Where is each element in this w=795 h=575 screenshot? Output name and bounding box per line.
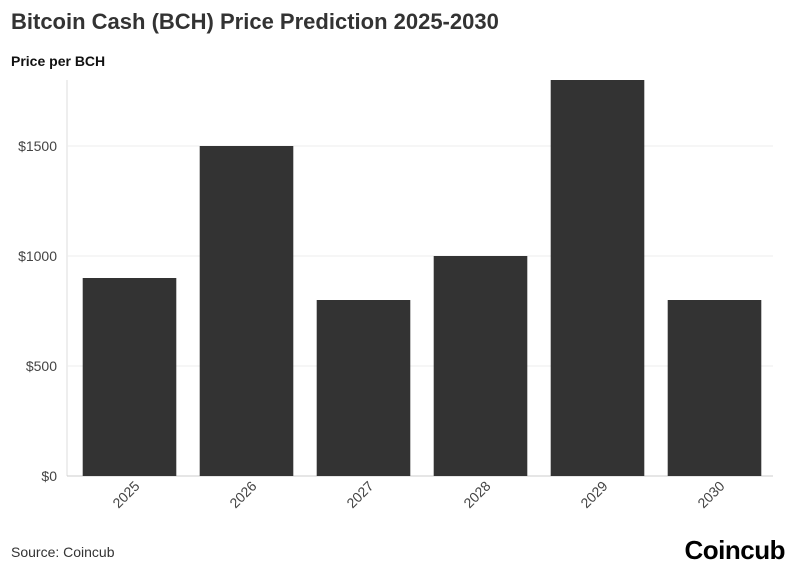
bars	[82, 80, 762, 476]
bar	[433, 256, 528, 476]
y-tick-label: $1500	[18, 138, 57, 154]
x-tick-label: 2030	[694, 478, 727, 511]
x-tick-label: 2027	[343, 478, 376, 511]
bar	[316, 300, 411, 476]
y-tick-label: $1000	[18, 248, 57, 264]
y-tick-label: $0	[41, 468, 57, 484]
coincub-logo: Coincub	[684, 535, 786, 565]
y-tick-labels: $0 $500 $1000 $1500	[18, 138, 57, 484]
bar	[667, 300, 762, 476]
chart-title: Bitcoin Cash (BCH) Price Prediction 2025…	[11, 9, 499, 34]
bar	[82, 278, 177, 476]
x-tick-label: 2028	[460, 478, 493, 511]
source-note: Source: Coincub	[11, 544, 115, 560]
x-tick-label: 2026	[226, 478, 259, 511]
y-tick-label: $500	[26, 358, 57, 374]
x-tick-label: 2029	[577, 478, 610, 511]
bar	[550, 80, 645, 476]
x-tick-label: 2025	[109, 478, 142, 511]
gridlines	[66, 80, 773, 477]
bar	[199, 146, 294, 476]
y-axis-title: Price per BCH	[11, 53, 106, 69]
x-tick-labels: 2025 2026 2027 2028 2029 2030	[109, 478, 727, 511]
